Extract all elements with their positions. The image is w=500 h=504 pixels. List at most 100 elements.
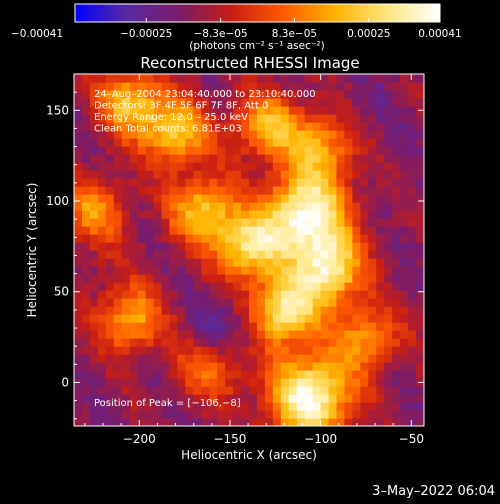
heatmap-cell [169, 354, 179, 363]
heatmap-cell [360, 402, 369, 411]
heatmap-cell [296, 298, 306, 307]
heatmap-cell [249, 410, 258, 419]
heatmap-cell [169, 306, 179, 315]
heatmap-cell [296, 202, 306, 211]
heatmap-cell [89, 306, 99, 315]
heatmap-cell [145, 290, 155, 299]
heatmap-cell [288, 98, 298, 107]
heatmap-cell [320, 218, 330, 227]
heatmap-cell [225, 210, 234, 219]
heatmap-cell [328, 346, 338, 355]
heatmap-cell [296, 82, 306, 91]
heatmap-cell [416, 410, 424, 419]
heatmap-cell [225, 74, 234, 83]
heatmap-cell [328, 306, 338, 315]
heatmap-cell [233, 354, 242, 363]
heatmap-cell [185, 386, 194, 395]
heatmap-cell [185, 82, 194, 91]
heatmap-cell [97, 266, 107, 275]
heatmap-cell [328, 402, 338, 411]
heatmap-cell [97, 122, 107, 131]
heatmap-cell [368, 418, 377, 426]
heatmap-cell [241, 106, 250, 115]
heatmap-cell [177, 82, 186, 91]
heatmap-cell [177, 202, 186, 211]
heatmap-cell [256, 282, 266, 291]
heatmap-cell [392, 306, 401, 315]
heatmap-cell [161, 250, 171, 259]
heatmap-cell [105, 410, 115, 419]
heatmap-cell [344, 226, 354, 235]
heatmap-cell [233, 138, 242, 147]
heatmap-cell [384, 202, 393, 211]
heatmap-cell [129, 306, 139, 315]
heatmap-cell [304, 266, 314, 275]
heatmap-cell [256, 90, 266, 99]
heatmap-cell [209, 154, 218, 163]
heatmap-cell [392, 346, 401, 355]
heatmap-cell [264, 394, 274, 403]
heatmap-cell [304, 410, 314, 419]
heatmap-cell [121, 210, 131, 219]
heatmap-cell [344, 250, 354, 259]
heatmap-cell [400, 386, 409, 395]
heatmap-cell [376, 98, 385, 107]
heatmap-cell [193, 90, 202, 99]
heatmap-cell [209, 90, 218, 99]
heatmap-cell [249, 330, 258, 339]
heatmap-cell [312, 234, 322, 243]
heatmap-cell [272, 378, 282, 387]
heatmap-cell [249, 298, 258, 307]
heatmap-cell [352, 274, 361, 283]
colorbar-tick-label: −0.00025 [120, 28, 172, 40]
colorbar: −0.00041 −0.00025 −8.3e−05 8.3e−05 0.00025 0.… [11, 3, 462, 52]
heatmap-cell [97, 154, 107, 163]
heatmap-cell [225, 234, 234, 243]
heatmap-cell [209, 290, 218, 299]
heatmap-cell [328, 354, 338, 363]
heatmap-cell [145, 194, 155, 203]
heatmap-cell [97, 418, 107, 426]
heatmap-cell [336, 82, 346, 91]
heatmap-cell [241, 242, 250, 251]
heatmap-cell [376, 130, 385, 139]
heatmap-cell [121, 330, 131, 339]
heatmap-cell [89, 386, 99, 395]
heatmap-cell [89, 194, 99, 203]
heatmap-cell [384, 274, 393, 283]
heatmap-cell [392, 194, 401, 203]
heatmap-cell [416, 290, 424, 299]
heatmap-cell [408, 322, 417, 331]
heatmap-cell [217, 346, 226, 355]
heatmap-cell [97, 362, 107, 371]
heatmap-cell [384, 98, 393, 107]
heatmap-cell [217, 322, 226, 331]
heatmap-cell [360, 418, 369, 426]
y-tick-label: 50 [54, 285, 69, 299]
heatmap-cell [408, 354, 417, 363]
heatmap-cell [97, 170, 107, 179]
heatmap-cell [368, 402, 377, 411]
heatmap-cell [233, 274, 242, 283]
heatmap-cell [264, 202, 274, 211]
heatmap-cell [400, 114, 409, 123]
heatmap-cell [217, 218, 226, 227]
heatmap-cell [121, 162, 131, 171]
heatmap-cell [113, 394, 123, 403]
heatmap-cell [89, 202, 99, 211]
heatmap-cell [217, 314, 226, 323]
heatmap-cell [74, 330, 83, 339]
heatmap-cell [312, 290, 322, 299]
heatmap-cell [416, 74, 424, 83]
heatmap-cell [320, 186, 330, 195]
heatmap-cell [304, 202, 314, 211]
heatmap-cell [344, 130, 354, 139]
heatmap-cell [105, 418, 115, 426]
heatmap-cell [272, 202, 282, 211]
heatmap-cell [392, 178, 401, 187]
heatmap-cell [280, 330, 290, 339]
heatmap-cell [328, 266, 338, 275]
heatmap-cell [320, 114, 330, 123]
heatmap-cell [249, 178, 258, 187]
heatmap-cell [161, 322, 171, 331]
